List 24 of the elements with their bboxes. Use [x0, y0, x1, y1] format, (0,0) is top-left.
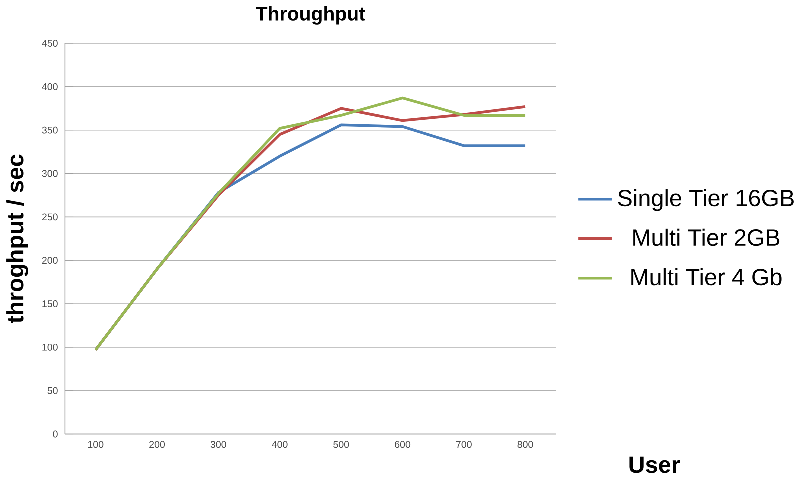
- y-tick-label: 100: [42, 344, 58, 352]
- y-tick-label: 350: [42, 126, 58, 134]
- y-axis-title: throghput / sec: [6, 154, 29, 324]
- x-tick-label: 600: [395, 441, 411, 448]
- y-tick-label: 450: [42, 40, 58, 48]
- legend-label: Multi Tier 2GB: [634, 229, 780, 246]
- y-tick-label: 0: [53, 430, 58, 438]
- y-tick-label: 300: [42, 170, 58, 178]
- y-tick-label: 250: [42, 214, 58, 221]
- x-tick-label: 500: [334, 441, 350, 448]
- chart-title: Throughput: [256, 6, 366, 25]
- x-tick-label: 400: [272, 441, 288, 448]
- x-tick-label: 700: [456, 441, 472, 448]
- y-tick-label: 400: [42, 84, 58, 90]
- x-axis-title: User: [630, 456, 680, 474]
- y-tick-label: 200: [42, 257, 58, 264]
- legend-label: Single Tier 16GB: [618, 190, 794, 212]
- legend-label: Multi Tier 4 Gb: [632, 268, 782, 286]
- x-tick-label: 800: [518, 441, 534, 448]
- x-tick-label: 300: [210, 441, 226, 448]
- x-tick-label: 100: [88, 441, 104, 448]
- y-tick-label: 150: [42, 300, 58, 308]
- x-tick-label: 200: [150, 441, 166, 448]
- y-tick-label: 50: [48, 388, 58, 394]
